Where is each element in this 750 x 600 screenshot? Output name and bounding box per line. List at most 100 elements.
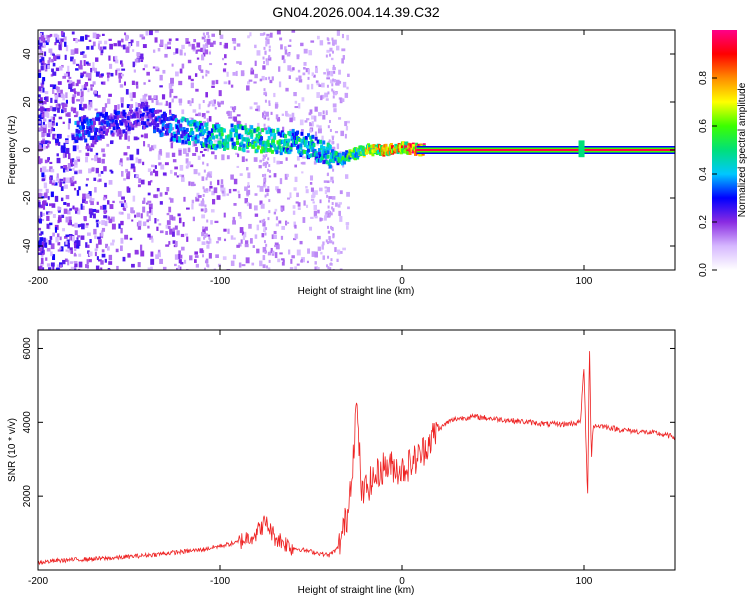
spectrogram-cell bbox=[419, 152, 423, 157]
spectrogram-cell bbox=[311, 72, 315, 77]
colorbar-tick-label: 0.4 bbox=[698, 167, 709, 181]
spectrogram-cell bbox=[106, 72, 111, 75]
spectrogram-cell bbox=[95, 71, 100, 77]
spectrogram-cell bbox=[177, 254, 181, 259]
spectrogram-cell bbox=[173, 134, 177, 139]
spectrogram-cell bbox=[154, 30, 159, 33]
spectrogram-cell bbox=[335, 82, 339, 86]
spectrogram-cell bbox=[268, 55, 271, 59]
spectrogram-cell bbox=[305, 144, 309, 149]
spectrogram-cell bbox=[182, 222, 185, 227]
spectrogram-cell bbox=[48, 212, 52, 215]
spectrogram-cell bbox=[325, 98, 329, 101]
spectrogram-cell bbox=[40, 128, 43, 132]
spectrogram-cell bbox=[52, 53, 55, 56]
spectrogram-cell bbox=[330, 176, 333, 180]
spectrogram-cell bbox=[147, 192, 151, 196]
spectrogram-cell bbox=[97, 179, 100, 183]
spectrogram-cell bbox=[69, 80, 73, 84]
spectrogram-cell bbox=[220, 187, 224, 192]
spectrogram-cell bbox=[47, 121, 52, 128]
spectrogram-cell bbox=[292, 238, 297, 241]
spectrogram-cell bbox=[289, 117, 293, 123]
spectrogram-cell bbox=[144, 64, 148, 68]
spectrogram-cell bbox=[193, 119, 197, 124]
spectrogram-cell bbox=[166, 220, 171, 225]
spectrogram-cell bbox=[63, 36, 67, 41]
spectrogram-cell bbox=[38, 69, 42, 73]
spectrogram-cell bbox=[272, 138, 276, 143]
spectrogram-cell bbox=[48, 57, 51, 62]
spectrogram-cell bbox=[38, 45, 42, 50]
spectrogram-cell bbox=[137, 108, 141, 113]
spectrogram-cell bbox=[42, 174, 47, 181]
spectrogram-cell bbox=[330, 258, 333, 262]
spectrogram-cell bbox=[311, 134, 315, 139]
spectrogram-cell bbox=[285, 139, 289, 144]
spectrogram-cell bbox=[104, 40, 108, 45]
spectrogram-cell bbox=[273, 133, 277, 138]
spectrogram-cell bbox=[286, 52, 291, 57]
spectrogram-cell bbox=[296, 156, 300, 161]
spectrogram-cell bbox=[247, 135, 251, 139]
spectrogram-cell bbox=[306, 260, 309, 264]
spectrogram-cell bbox=[184, 140, 188, 145]
spectrogram-cell bbox=[159, 258, 163, 265]
spectrogram-cell bbox=[311, 115, 315, 120]
spectrogram-cell bbox=[106, 215, 110, 221]
spectrogram-cell bbox=[179, 164, 184, 171]
spectrogram-cell bbox=[142, 68, 145, 71]
spectrogram-cell bbox=[56, 103, 61, 109]
spectrogram-cell bbox=[347, 157, 351, 162]
spectrogram-cell bbox=[286, 197, 291, 200]
spectrogram-cell bbox=[76, 63, 80, 66]
spectrogram-cell bbox=[230, 127, 234, 132]
spectrogram-cell bbox=[316, 92, 320, 98]
spectrogram-cell bbox=[110, 113, 113, 116]
spectrogram-cell bbox=[179, 254, 183, 259]
spectrogram-cell bbox=[314, 131, 318, 137]
spectrogram-cell bbox=[65, 216, 70, 223]
spectrogram-cell bbox=[108, 261, 113, 265]
spectrogram-cell bbox=[154, 37, 158, 43]
spectrogram-cell bbox=[259, 128, 262, 135]
spectrogram-cell bbox=[188, 161, 191, 166]
spectrogram-cell bbox=[69, 83, 73, 88]
spectrogram-cell bbox=[275, 150, 279, 155]
spectrogram-cell bbox=[146, 212, 149, 217]
spectrogram-cell bbox=[119, 60, 123, 65]
spectrogram-cell bbox=[197, 49, 202, 52]
spectrogram-cell bbox=[119, 245, 123, 252]
spectrogram-cell bbox=[331, 57, 334, 61]
spectrogram-cell bbox=[153, 121, 157, 126]
spectrogram-cell bbox=[172, 159, 177, 163]
spectrogram-cell bbox=[178, 138, 182, 143]
spectrogram-cell bbox=[204, 137, 208, 142]
spectrogram-cell bbox=[129, 121, 132, 126]
spectrogram-cell bbox=[301, 97, 305, 102]
spectrogram-cell bbox=[207, 241, 210, 245]
spectrogram-cell bbox=[332, 78, 335, 82]
spectrogram-cell bbox=[62, 259, 66, 265]
spectrogram-cell bbox=[300, 42, 304, 47]
spectrogram-cell bbox=[204, 141, 208, 146]
spectrogram-cell bbox=[145, 101, 149, 107]
spectrogram-cell bbox=[100, 49, 104, 54]
spectrogram-cell bbox=[73, 252, 77, 256]
spectrogram-cell bbox=[48, 141, 51, 144]
spectrogram-cell bbox=[168, 102, 172, 109]
spectrogram-cell bbox=[296, 192, 299, 198]
spectrogram-cell bbox=[322, 110, 325, 115]
spectrogram-cell bbox=[126, 157, 129, 161]
spectrogram-cell bbox=[174, 225, 178, 230]
snr-xlabel: Height of straight line (km) bbox=[298, 585, 415, 596]
spectrogram-cell bbox=[52, 133, 56, 140]
spectrogram-cell bbox=[308, 112, 312, 116]
spectrogram-cell bbox=[316, 266, 320, 270]
spectrogram-cell bbox=[83, 135, 86, 140]
spectrogram-cell bbox=[406, 150, 410, 155]
spectrogram-cell bbox=[209, 63, 213, 66]
spectrogram-cell bbox=[145, 123, 149, 128]
spectrogram-cell bbox=[207, 70, 210, 74]
spectrogram-cell bbox=[119, 211, 124, 215]
